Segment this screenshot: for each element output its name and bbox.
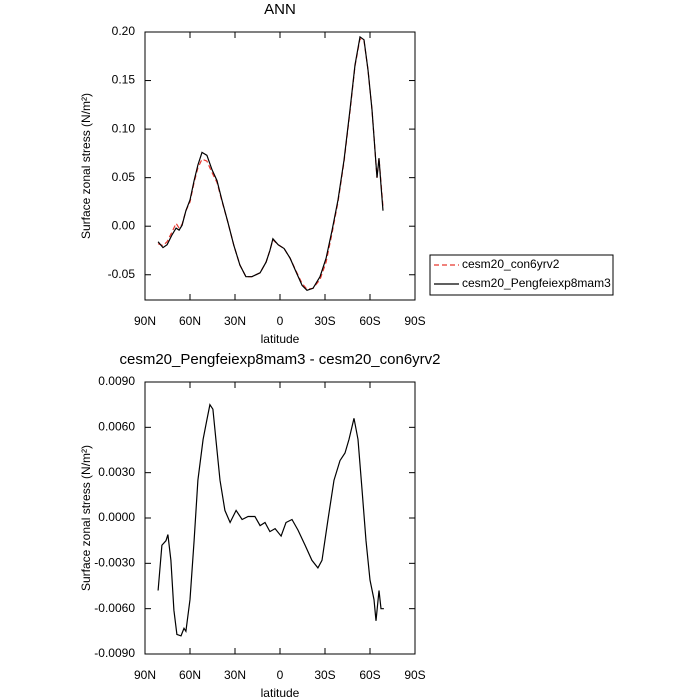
x-tick-label: 60S <box>359 314 380 328</box>
legend-box <box>429 254 614 296</box>
y-axis-label: Surface zonal stress (N/m²) <box>79 445 93 591</box>
x-tick-label: 30N <box>224 668 246 682</box>
y-tick-label: 0.0030 <box>98 465 135 479</box>
chart-title: ANN <box>264 1 296 18</box>
y-tick-label: -0.0030 <box>94 556 135 570</box>
x-tick-label: 90N <box>134 668 156 682</box>
y-tick-label: 0.0000 <box>98 510 135 524</box>
x-tick-label: 30S <box>314 314 335 328</box>
y-tick-label: -0.0060 <box>94 601 135 615</box>
y-tick-label: 0.0090 <box>98 374 135 388</box>
y-tick-label: 0.20 <box>112 24 136 38</box>
legend-label: cesm20_Pengfeiexp8mam3 <box>462 276 611 290</box>
legend-label: cesm20_con6yrv2 <box>462 257 560 271</box>
y-tick-label: 0.00 <box>112 218 136 232</box>
y-tick-label: -0.05 <box>108 267 136 281</box>
x-tick-label: 30N <box>224 314 246 328</box>
y-tick-label: -0.0090 <box>94 646 135 660</box>
x-tick-label: 60N <box>179 314 201 328</box>
chart-title: cesm20_Pengfeiexp8mam3 - cesm20_con6yrv2 <box>120 351 441 368</box>
x-axis-label: latitude <box>261 686 300 700</box>
y-tick-label: 0.15 <box>112 73 136 87</box>
y-tick-label: 0.10 <box>112 121 136 135</box>
y-tick-label: 0.05 <box>112 170 136 184</box>
x-tick-label: 90S <box>404 668 425 682</box>
series-line <box>157 37 384 290</box>
x-tick-label: 90S <box>404 314 425 328</box>
series-line <box>157 403 384 637</box>
x-tick-label: 60S <box>359 668 380 682</box>
x-tick-label: 0 <box>277 668 284 682</box>
x-tick-label: 0 <box>277 314 284 328</box>
x-axis-label: latitude <box>261 332 300 346</box>
y-tick-label: 0.0060 <box>98 420 135 434</box>
x-tick-label: 30S <box>314 668 335 682</box>
x-tick-label: 60N <box>179 668 201 682</box>
x-tick-label: 90N <box>134 314 156 328</box>
plot-frame <box>144 31 416 301</box>
plot-frame <box>144 381 416 655</box>
y-axis-label: Surface zonal stress (N/m²) <box>79 93 93 239</box>
series-line <box>157 35 384 291</box>
